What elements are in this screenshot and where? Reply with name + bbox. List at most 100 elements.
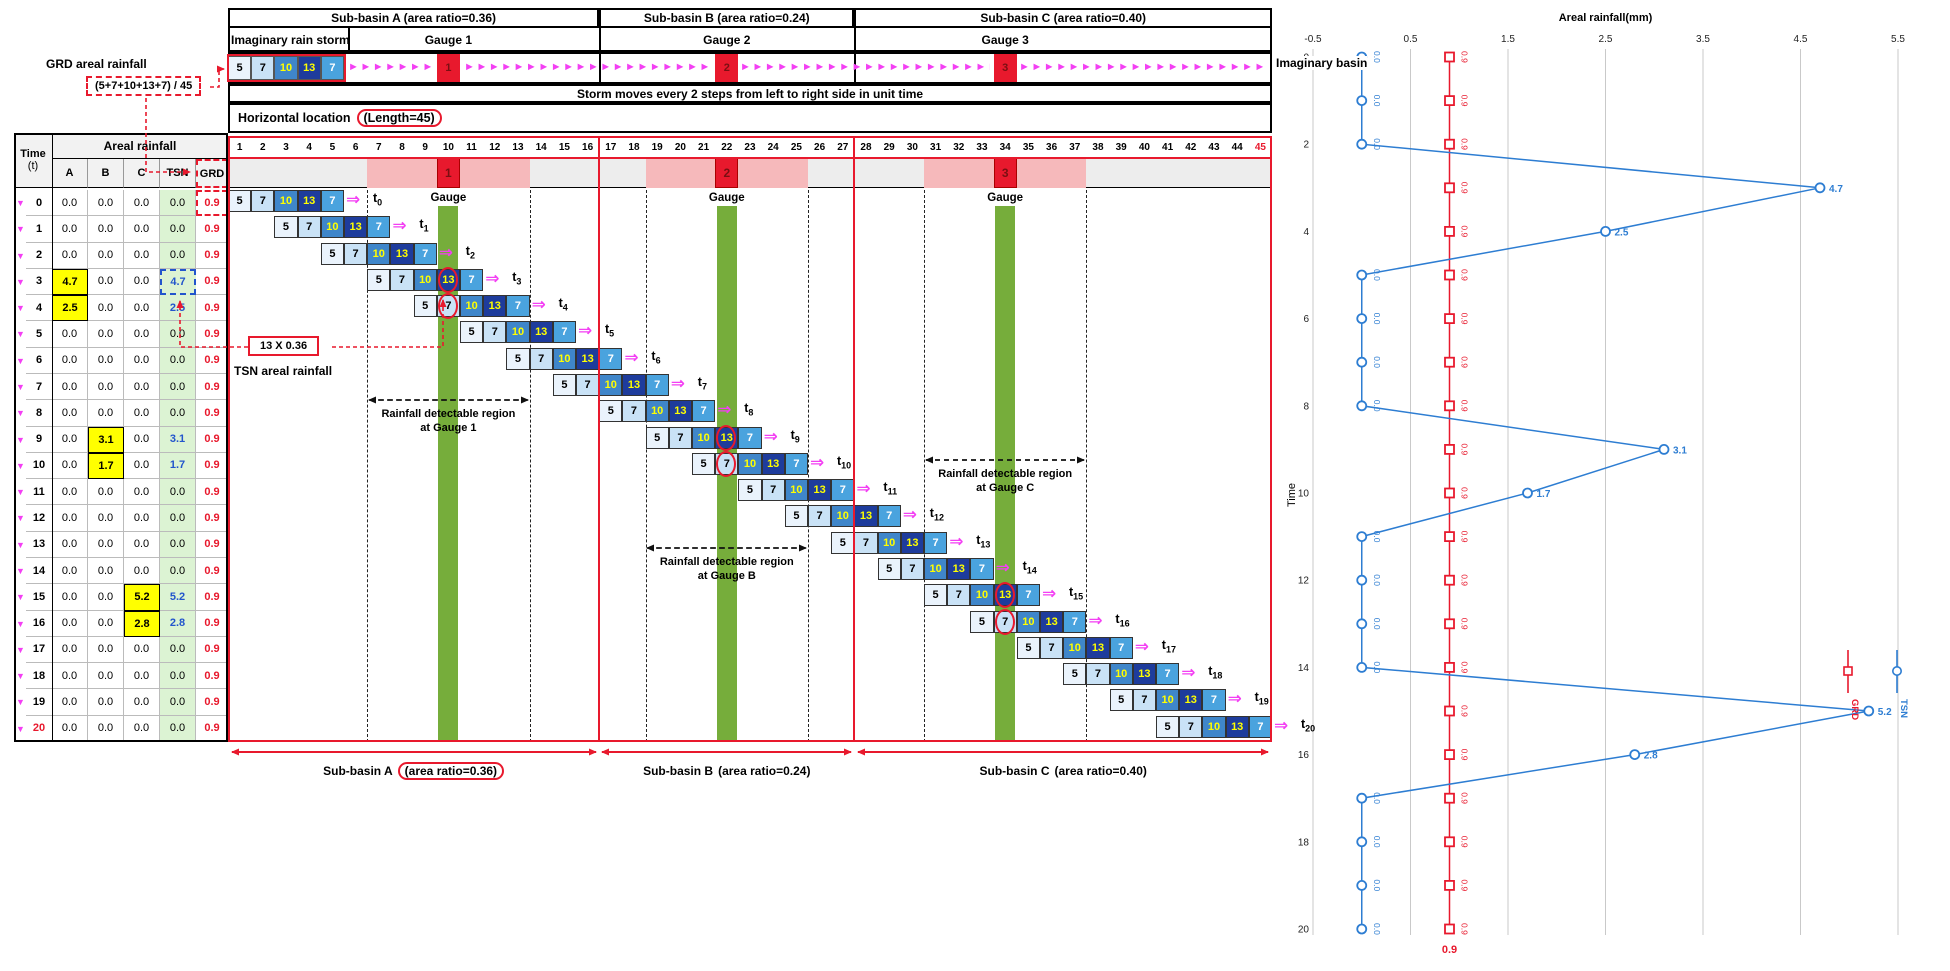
areal-cell: 0.0 [52, 715, 88, 742]
grid-storm-cell: 7 [1109, 636, 1133, 659]
time-step-label: t14 [1022, 558, 1037, 576]
grid-storm-cell: 7 [761, 479, 785, 502]
grid-storm-cell: 5 [645, 426, 669, 449]
areal-cell: 0.0 [52, 190, 88, 217]
time-axis-label: Time [1286, 483, 1298, 507]
grid-storm-cell: 7 [645, 373, 669, 396]
grd-cell: 0.9 [196, 453, 228, 480]
grd-marker [1444, 923, 1455, 935]
grd-marker [1444, 749, 1455, 760]
time-step-label: t4 [558, 296, 568, 313]
tsn-value-label: 0.0 [1372, 313, 1382, 325]
grd-cell: 0.9 [196, 584, 228, 611]
location-number: 43 [1208, 141, 1220, 153]
row-arrow-icon: ⇒ [810, 452, 825, 472]
grid-storm-cell: 5 [877, 557, 901, 580]
grd-marker [1444, 705, 1455, 717]
grid-storm-cell: 10 [367, 242, 391, 265]
time-flow-arrow-icon: ▼ [16, 723, 25, 734]
grid-storm-cell: 7 [1132, 689, 1156, 712]
tsn-marker [1356, 400, 1368, 412]
grd-value-label: 0.9 [1460, 879, 1470, 891]
time-flow-arrow-icon: ▼ [16, 198, 25, 208]
grid-storm-cell: 5 [228, 190, 252, 212]
grid-storm-cell: 7 [1040, 636, 1064, 659]
location-number: 34 [999, 141, 1011, 153]
grid-storm-cell: 13 [900, 531, 924, 554]
detectable-region-label: Rainfall detectable region at Gauge 1 [381, 408, 516, 435]
tsn-value-label: 0.0 [1372, 836, 1382, 848]
grid-storm-cell: 13 [576, 347, 600, 370]
grid-storm-cell: 10 [1109, 663, 1133, 686]
location-number: 32 [953, 141, 965, 153]
tsn-marker [1356, 880, 1368, 891]
legend-marker [1843, 666, 1853, 676]
time-step-label: t17 [1161, 637, 1176, 655]
grid-storm-cell: 7 [1063, 610, 1087, 633]
areal-cell: 0.0 [52, 373, 88, 401]
detectable-boundary-line [924, 190, 925, 742]
grd-marker [1444, 574, 1455, 586]
areal-cell: 1.7 [88, 452, 124, 480]
grid-storm-cell: 13 [1086, 636, 1110, 659]
grid-storm-cell: 7 [367, 216, 391, 239]
time-flow-arrow-icon: ▼ [16, 434, 25, 445]
grid-storm-cell: 5 [274, 216, 298, 239]
grd-value-label: 0.9 [1460, 792, 1470, 804]
grd-marker [1444, 487, 1455, 499]
tsn-cell: 0.0 [160, 479, 196, 506]
areal-cell: 3.1 [88, 426, 124, 453]
grd-bottom-label: 0.9 [1442, 944, 1457, 956]
time-step-label: t5 [605, 322, 615, 339]
tsn-marker [1356, 618, 1368, 630]
location-number: 10 [442, 141, 454, 153]
areal-cell: 0.0 [124, 295, 160, 322]
grid-storm-cell: 5 [924, 584, 948, 607]
areal-cell: 4.7 [52, 268, 88, 296]
grd-cell: 0.9 [196, 427, 228, 453]
row-arrow-icon: ⇒ [624, 347, 639, 367]
location-number: 35 [1022, 141, 1034, 153]
grd-cell: 0.9 [196, 374, 228, 401]
tsn-cell: 2.8 [160, 610, 196, 637]
areal-cell: 0.0 [124, 479, 160, 506]
x-tick-label: 0.5 [1404, 34, 1418, 45]
areal-cell: 0.0 [88, 663, 124, 690]
row-arrow-icon: ⇒ [1134, 636, 1150, 656]
time-step-label: t6 [651, 348, 661, 366]
tsn-value-label: 0.0 [1372, 95, 1382, 107]
tsn-cell: 0.0 [160, 689, 196, 716]
chart-title: Areal rainfall(mm) [1559, 12, 1653, 24]
grd-formula-box: (5+7+10+13+7) / 45 [86, 76, 202, 96]
time-value: 13 [26, 532, 52, 558]
time-tick-label: 18 [1298, 837, 1310, 848]
areal-cell: 0.0 [52, 557, 88, 585]
grid-storm-cell: 10 [320, 216, 344, 239]
time-value: 14 [26, 558, 52, 585]
bottom-sub-basin-label: Sub-basin A (area ratio=0.36) [228, 760, 599, 782]
grid-storm-cell: 7 [831, 479, 855, 502]
grid-storm-cell: 13 [1040, 610, 1064, 633]
grid-storm-cell: 5 [1063, 663, 1087, 686]
areal-cell: 0.0 [52, 479, 88, 506]
grid-storm-cell: 10 [1156, 689, 1180, 712]
grid-storm-cell: 10 [738, 452, 762, 475]
tsn-cell: 0.0 [160, 400, 196, 427]
time-value: 15 [26, 584, 52, 611]
areal-cell: 0.0 [52, 321, 88, 348]
time-step-label: t19 [1254, 690, 1269, 707]
tsn-marker [1356, 313, 1368, 325]
areal-cell: 0.0 [124, 242, 160, 269]
grid-storm-cell: 10 [970, 584, 994, 607]
tsn-value-label: 3.1 [1673, 445, 1687, 456]
sub-basin-title: Sub-basin C (area ratio=0.40) [854, 8, 1272, 28]
grd-marker [1444, 356, 1455, 368]
time-flow-arrow-icon: ▼ [16, 697, 25, 708]
grid-storm-cell: 5 [831, 531, 855, 554]
storm-cell: 7 [251, 56, 275, 80]
tsn-cell: 0.0 [160, 321, 196, 348]
grid-storm-cell: 13 [622, 373, 646, 396]
areal-cell: 0.0 [88, 689, 124, 716]
grid-storm-cell: 7 [529, 347, 553, 370]
grd-value-label: 0.9 [1460, 923, 1470, 935]
